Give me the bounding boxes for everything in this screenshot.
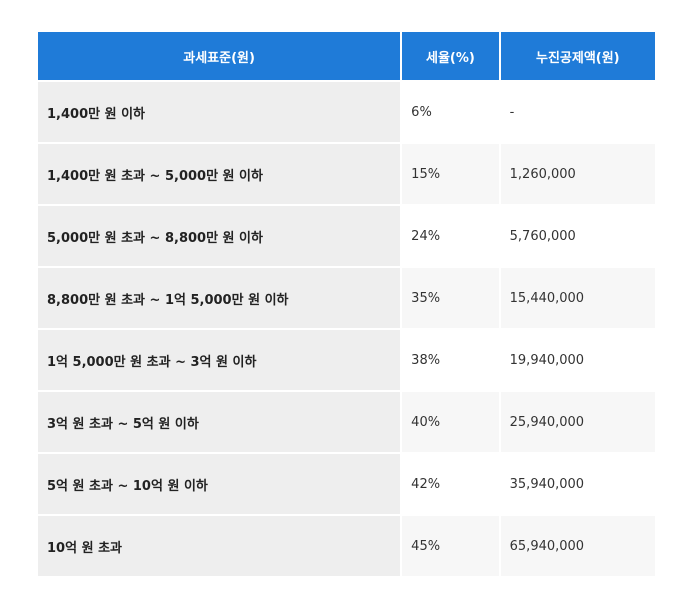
tax-base-cell: 8,800만 원 초과 ~ 1억 5,000만 원 이하 — [38, 268, 401, 328]
header-tax-rate: 세율(%) — [402, 32, 499, 80]
table-header: 과세표준(원) 세율(%) 누진공제액(원) — [38, 32, 655, 80]
tax-rate-cell: 6% — [402, 82, 499, 142]
table-row: 5,000만 원 초과 ~ 8,800만 원 이하 24% 5,760,000 — [38, 206, 655, 266]
table-row: 5억 원 초과 ~ 10억 원 이하 42% 35,940,000 — [38, 454, 655, 514]
tax-rate-cell: 40% — [402, 392, 499, 452]
tax-base-cell: 5,000만 원 초과 ~ 8,800만 원 이하 — [38, 206, 401, 266]
header-progressive-deduction: 누진공제액(원) — [500, 32, 655, 80]
tax-rate-cell: 35% — [402, 268, 499, 328]
deduction-cell: 15,440,000 — [500, 268, 655, 328]
tax-rate-cell: 24% — [402, 206, 499, 266]
deduction-cell: - — [500, 82, 655, 142]
deduction-cell: 1,260,000 — [500, 144, 655, 204]
tax-base-cell: 1,400만 원 이하 — [38, 82, 401, 142]
tax-rate-cell: 38% — [402, 330, 499, 390]
table-row: 1억 5,000만 원 초과 ~ 3억 원 이하 38% 19,940,000 — [38, 330, 655, 390]
header-tax-base: 과세표준(원) — [38, 32, 401, 80]
tax-base-cell: 5억 원 초과 ~ 10억 원 이하 — [38, 454, 401, 514]
table-row: 3억 원 초과 ~ 5억 원 이하 40% 25,940,000 — [38, 392, 655, 452]
tax-base-cell: 10억 원 초과 — [38, 516, 401, 576]
tax-base-cell: 1억 5,000만 원 초과 ~ 3억 원 이하 — [38, 330, 401, 390]
income-tax-rate-table: 과세표준(원) 세율(%) 누진공제액(원) 1,400만 원 이하 6% - … — [36, 30, 657, 578]
deduction-cell: 35,940,000 — [500, 454, 655, 514]
tax-base-cell: 3억 원 초과 ~ 5억 원 이하 — [38, 392, 401, 452]
table-body: 1,400만 원 이하 6% - 1,400만 원 초과 ~ 5,000만 원 … — [38, 82, 655, 576]
deduction-cell: 25,940,000 — [500, 392, 655, 452]
tax-rate-cell: 42% — [402, 454, 499, 514]
table-row: 8,800만 원 초과 ~ 1억 5,000만 원 이하 35% 15,440,… — [38, 268, 655, 328]
tax-rate-cell: 15% — [402, 144, 499, 204]
deduction-cell: 5,760,000 — [500, 206, 655, 266]
tax-base-cell: 1,400만 원 초과 ~ 5,000만 원 이하 — [38, 144, 401, 204]
table-row: 1,400만 원 초과 ~ 5,000만 원 이하 15% 1,260,000 — [38, 144, 655, 204]
deduction-cell: 19,940,000 — [500, 330, 655, 390]
header-row: 과세표준(원) 세율(%) 누진공제액(원) — [38, 32, 655, 80]
tax-rate-cell: 45% — [402, 516, 499, 576]
table-row: 1,400만 원 이하 6% - — [38, 82, 655, 142]
table-row: 10억 원 초과 45% 65,940,000 — [38, 516, 655, 576]
deduction-cell: 65,940,000 — [500, 516, 655, 576]
